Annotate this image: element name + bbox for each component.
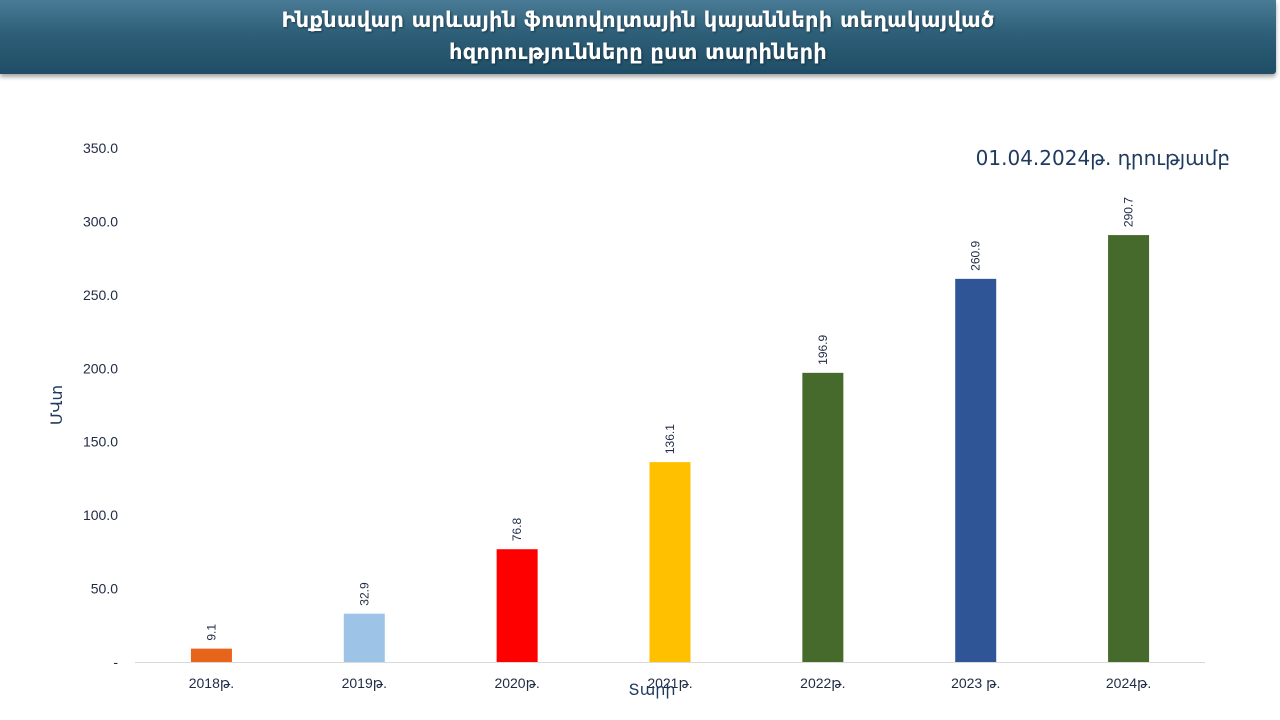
- bar: [802, 372, 844, 662]
- x-axis: 2018թ. 2019թ. 2020թ. 2021թ. 2022թ. 2023 թ. 202…: [189, 675, 1152, 691]
- y-axis-title: ՄՎտ: [47, 385, 66, 425]
- y-axis: - 50.0 100.0 150.0 200.0 250.0 300.0 350.0: [83, 140, 118, 670]
- data-label: 32.9: [357, 582, 371, 606]
- x-tick-label: 2022թ.: [800, 675, 845, 691]
- x-tick-label: 2023 թ.: [951, 675, 1000, 691]
- y-tick-label: 50.0: [91, 581, 118, 597]
- bars: [190, 235, 1150, 662]
- y-tick-label: 150.0: [83, 434, 118, 450]
- y-tick-label: 350.0: [83, 140, 118, 156]
- x-tick-label: 2024թ.: [1106, 675, 1151, 691]
- x-tick-label: 2018թ.: [189, 675, 234, 691]
- bar: [190, 648, 232, 662]
- data-labels: 9.1 32.9 76.8 136.1 196.9 260.9 290.7: [204, 197, 1135, 641]
- bar: [1108, 235, 1150, 662]
- bar: [649, 462, 691, 662]
- data-label: 196.9: [816, 334, 830, 364]
- data-label: 76.8: [510, 518, 524, 542]
- y-tick-label: 300.0: [83, 213, 118, 229]
- x-tick-label: 2019թ.: [342, 675, 387, 691]
- slide-title-line-2: հզորությունները ըստ տարիների: [449, 40, 827, 64]
- y-tick-label: 250.0: [83, 287, 118, 303]
- bar: [955, 278, 997, 662]
- x-tick-label: 2021թ.: [647, 675, 692, 691]
- data-label: 260.9: [969, 240, 983, 270]
- y-tick-label: -: [113, 654, 118, 670]
- slide-title: Ինքնավար արևային ֆոտովոլտային կայանների …: [0, 4, 1276, 68]
- x-axis-title: Տարի: [628, 680, 675, 699]
- data-label: 9.1: [204, 624, 218, 641]
- bar: [343, 613, 385, 662]
- date-annotation: 01.04.2024թ. դրությամբ: [976, 146, 1230, 170]
- y-tick-label: 100.0: [83, 507, 118, 523]
- title-banner: Ինքնավար արևային ֆոտովոլտային կայանների …: [0, 0, 1276, 74]
- slide-title-line-1: Ինքնավար արևային ֆոտովոլտային կայանների …: [281, 8, 995, 32]
- x-tick-label: 2020թ.: [494, 675, 539, 691]
- bar: [496, 549, 538, 662]
- data-label: 290.7: [1122, 197, 1136, 227]
- data-label: 136.1: [663, 424, 677, 454]
- y-tick-label: 200.0: [83, 360, 118, 376]
